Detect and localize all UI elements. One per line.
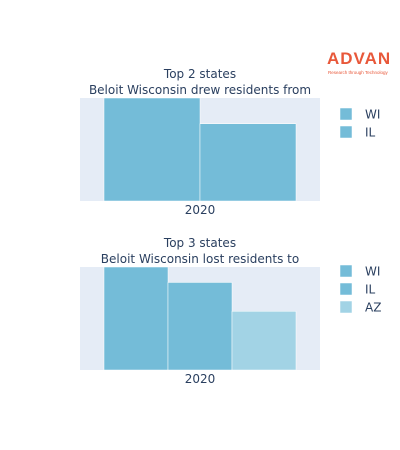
chart-1-legend-swatch-wi [339, 107, 353, 121]
logo-tagline: Research through Technology [328, 70, 388, 75]
chart-2-legend-swatch-az [339, 300, 353, 314]
logo-wordmark: ADVAN [327, 49, 392, 68]
chart-2-title: Top 3 states [163, 236, 236, 250]
chart-1-legend-label-il: IL [365, 126, 376, 140]
chart-1-legend-label-wi: WI [365, 108, 380, 122]
chart-2-bar-il [167, 282, 233, 371]
chart-1-x-tick-label: 2020 [185, 203, 216, 217]
chart-1-legend-swatch-il [339, 125, 353, 139]
chart-1-subtitle: Beloit Wisconsin drew residents from [89, 83, 311, 97]
chart-2-legend-label-wi: WI [365, 265, 380, 279]
chart-1-title: Top 2 states [163, 67, 236, 81]
chart-1-bar-wi [103, 97, 201, 202]
chart-2-x-tick-label: 2020 [185, 372, 216, 386]
chart-2-legend-label-il: IL [365, 283, 376, 297]
chart-1-bar-il [199, 123, 297, 202]
chart-2-bar-wi [103, 266, 169, 371]
chart-2-subtitle: Beloit Wisconsin lost residents to [101, 252, 299, 266]
chart-2-bar-az [231, 311, 297, 371]
chart-2-legend-label-az: AZ [365, 301, 381, 315]
chart-2-legend-swatch-wi [339, 264, 353, 278]
chart-2-legend-swatch-il [339, 282, 353, 296]
